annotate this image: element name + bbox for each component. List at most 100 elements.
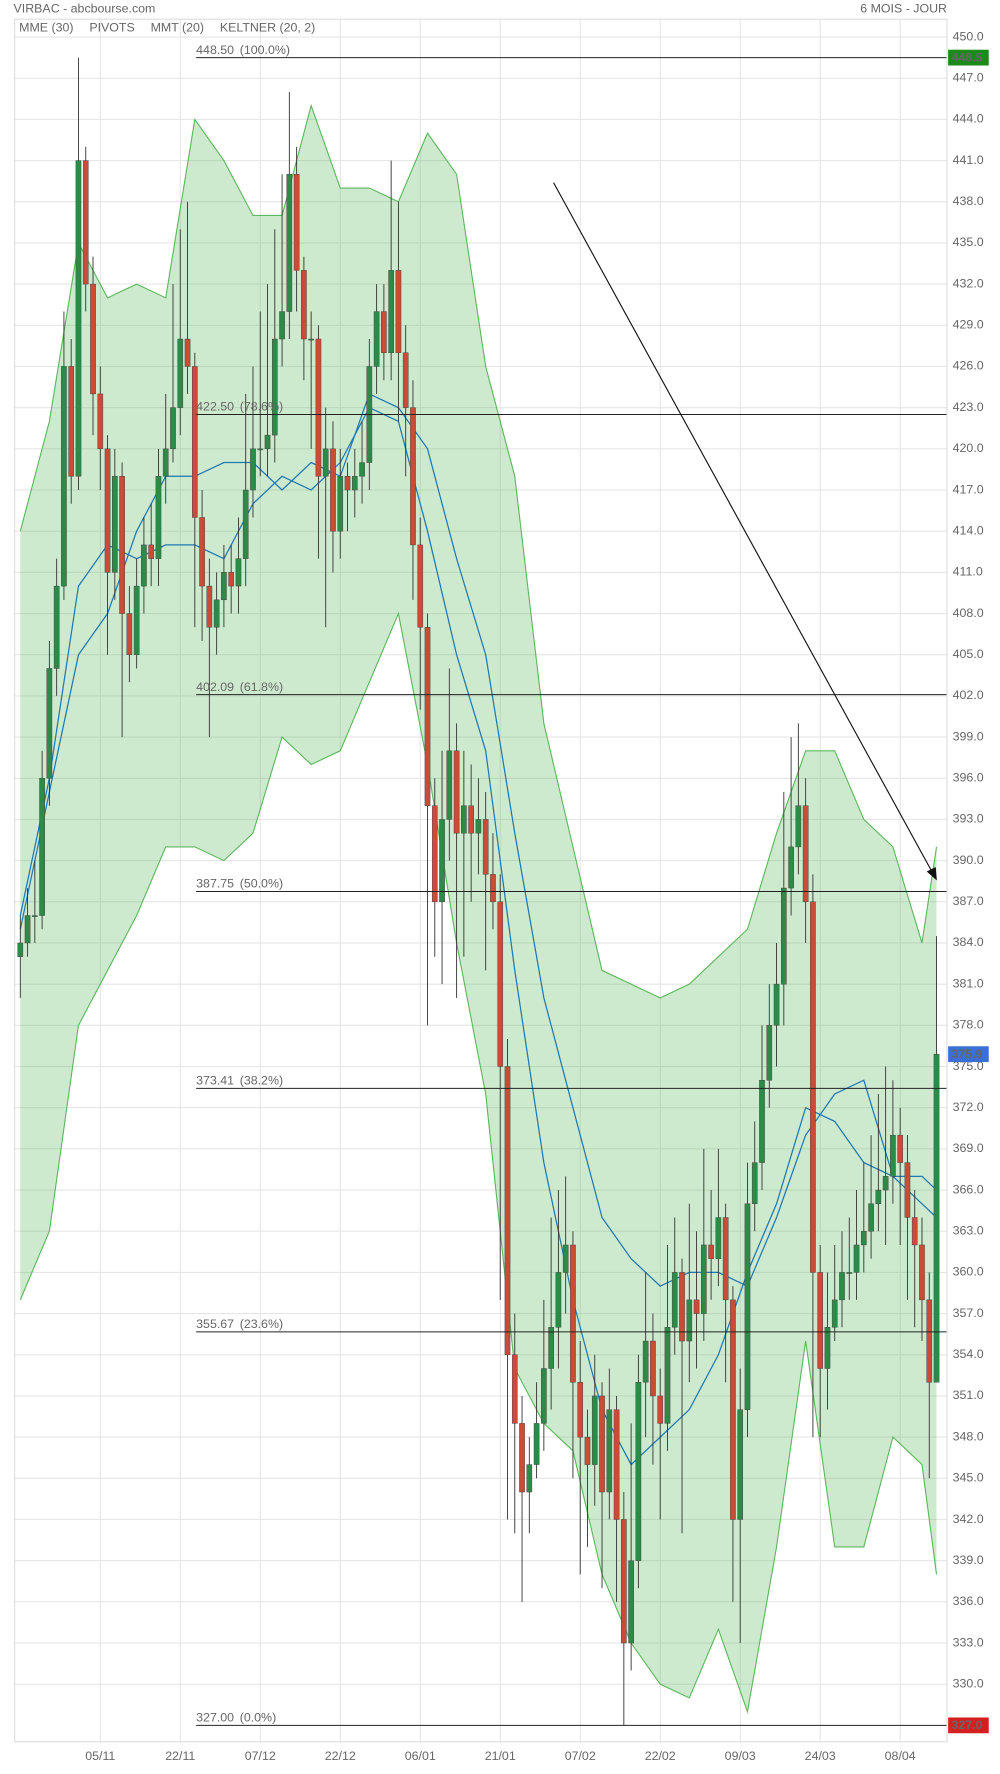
candle-body [846,1272,853,1274]
candle-body [75,160,82,477]
candle-body [461,805,467,834]
candle-body [279,311,285,340]
y-tick-label: 396.0 [953,771,984,785]
x-tick-label: 07/12 [245,1749,276,1763]
candle-body [490,874,496,903]
candle-body [24,915,31,944]
candle-body [795,805,802,848]
candle-body [606,1409,613,1493]
price-tag [948,1046,989,1063]
candle-body [264,434,271,450]
x-tick-label: 06/01 [405,1749,436,1763]
y-tick-label: 447.0 [953,70,984,84]
x-tick-label: 21/01 [485,1749,516,1763]
candle-body [250,448,256,491]
candle-body [351,476,358,491]
candle-body [497,901,504,1067]
keltner-layer [19,103,938,1714]
candle-body [730,1299,736,1520]
candle-body [781,887,787,985]
candle-body [446,750,453,820]
candle-body [388,270,394,353]
candle-body [650,1340,656,1397]
candle-body [526,1464,533,1493]
candle-body [359,462,365,477]
candle-body [235,558,242,587]
y-tick-label: 342.0 [953,1512,984,1526]
candle-body [439,819,445,903]
candle-body [126,613,133,655]
y-tick-label: 393.0 [953,812,984,826]
candle-body [53,585,60,669]
candle-body [570,1244,576,1383]
candle-body [817,1272,823,1369]
y-tick-label: 381.0 [953,976,984,990]
candle-body [417,544,424,628]
fib-value: 387.75 [196,877,234,891]
candle-body [308,338,314,341]
candle-body [693,1299,700,1314]
candle-body [933,1053,940,1383]
candle-body [831,1299,838,1328]
candle-body [737,1409,744,1520]
y-tick-label: 348.0 [953,1429,984,1443]
candle-body [860,1231,867,1246]
candle-body [911,1217,918,1246]
y-tick-label: 441.0 [953,153,984,167]
chart-subtitle: 6 MOIS - JOUR [860,1,947,15]
fib-value: 373.41 [196,1074,234,1088]
y-tick-label: 444.0 [953,112,984,126]
fib-label: 422.50 (78.6%) [196,400,283,414]
candle-body [191,366,198,518]
fib-ratio: (50.0%) [240,877,283,891]
candle-body [504,1066,511,1355]
candle-body [148,544,155,559]
y-tick-label: 417.0 [953,482,984,496]
candle-body [802,805,809,903]
y-tick-label: 387.0 [953,894,984,908]
y-tick-label: 399.0 [953,729,984,743]
candle-body [90,283,96,395]
candle-body [177,338,184,408]
y-tick-label: 450.0 [953,29,984,43]
candle-body [926,1299,933,1383]
grid [14,19,948,1742]
legend-entry: PIVOTS [89,20,134,34]
candle-body [824,1327,831,1369]
candle-body [482,819,489,875]
candle-body [381,311,387,353]
y-tick-label: 420.0 [953,441,984,455]
candle-body [199,517,205,587]
candle-body [555,1272,562,1328]
plot-frame [14,18,948,1743]
x-tick-label: 24/03 [805,1749,836,1763]
price-tag [948,1717,989,1734]
fib-ratio: (38.2%) [240,1074,283,1088]
candle-body [82,160,89,285]
y-tick-label: 423.0 [953,400,984,414]
fib-ratio: (0.0%) [240,1711,277,1725]
x-tick-label: 22/02 [645,1749,676,1763]
candle-body [621,1519,627,1644]
candle-body [453,750,460,834]
candle-body [344,476,351,491]
candle-body [591,1395,598,1465]
y-tick-label: 429.0 [953,318,984,332]
candle-body [112,476,118,573]
y-tick-label: 339.0 [953,1553,984,1567]
fib-label: 402.09 (61.8%) [196,680,283,694]
candle-body [119,476,125,614]
candle-layer [17,57,940,1726]
candle-body [155,476,162,559]
price-tag-label: 327.0 [952,1718,983,1732]
candle-body [322,448,329,477]
candle-body [773,983,780,1026]
legend: MME (30) PIVOTS MMT (20) KELTNER (20, 2) [19,20,315,34]
legend-entry: MME (30) [19,20,73,34]
fib-ratio: (100.0%) [240,43,290,57]
candle-body [751,1162,758,1204]
fib-ratio: (23.6%) [240,1317,283,1331]
candle-body [788,846,794,889]
fib-label: 448.50 (100.0%) [196,43,290,57]
moving-average [19,393,937,1287]
